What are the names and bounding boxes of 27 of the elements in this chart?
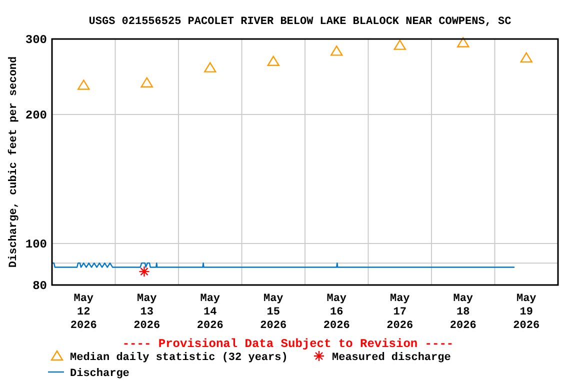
legend-label: Median daily statistic (32 years) [70, 352, 288, 364]
point [520, 52, 532, 63]
text: ---- Provisional Data Subject to Revision ---- [122, 337, 454, 351]
point [394, 40, 406, 50]
y-tick-label: 300 [25, 33, 47, 48]
x-tick-label: May 16 2026 [323, 293, 350, 332]
chart-title: USGS 021556525 PACOLET RIVER BELOW LAKE BLALOCK NEAR COWPENS, SC [88, 16, 512, 28]
point [457, 37, 470, 48]
y-tick-label: 80 [32, 279, 47, 294]
legend-label: Discharge [70, 368, 130, 380]
y-axis-title: Discharge, cubic feet per second [7, 56, 20, 268]
point [138, 266, 150, 278]
y-tick-label: 200 [25, 108, 47, 123]
x-tick-label: May 13 2026 [134, 293, 160, 332]
point [204, 62, 216, 72]
x-tick-label: May 12 2026 [70, 293, 97, 332]
point [140, 77, 153, 88]
y-tick-label: 100 [25, 238, 47, 252]
x-tick-label: May 17 2026 [386, 293, 414, 332]
x-tick-label: May 18 2026 [450, 293, 476, 332]
point [78, 80, 90, 90]
x-tick-label: May 15 2026 [260, 293, 287, 332]
x-tick-label: May 14 2026 [196, 293, 224, 332]
point [330, 46, 343, 56]
x-tick-label: May 19 2026 [513, 293, 540, 332]
point [267, 56, 280, 66]
legend-label: Measured discharge [332, 352, 452, 364]
